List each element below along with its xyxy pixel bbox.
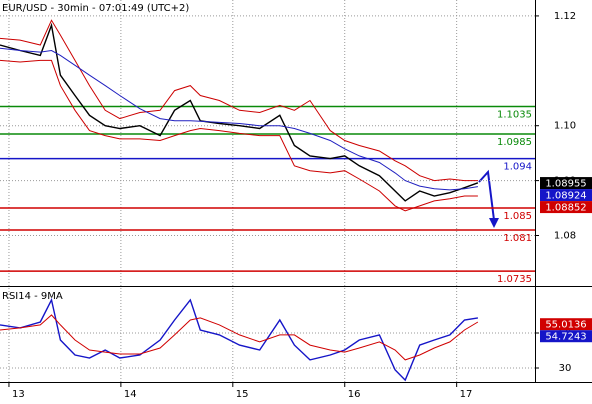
price-label-box bbox=[540, 201, 592, 214]
series-line bbox=[0, 314, 479, 361]
x-tick-label: 14 bbox=[124, 389, 137, 400]
price-label: 54.7243 bbox=[545, 332, 586, 343]
y-tick-label: 1.10 bbox=[554, 121, 576, 132]
price-label: 1.08852 bbox=[545, 203, 586, 214]
price-label: 1.08924 bbox=[545, 191, 586, 202]
level-label: 1.081 bbox=[503, 233, 532, 244]
price-label: 1.08955 bbox=[545, 179, 586, 190]
chart-title: RSI14 - 9MA bbox=[2, 291, 63, 302]
x-tick-label: 17 bbox=[460, 389, 473, 400]
price-label-box bbox=[540, 330, 592, 343]
series-line bbox=[0, 59, 478, 212]
series-line bbox=[0, 297, 479, 382]
level-label: 1.094 bbox=[503, 162, 532, 173]
chart-title: EUR/USD - 30min - 07:01:49 (UTC+2) bbox=[2, 3, 189, 14]
y-tick-label: 30 bbox=[559, 363, 572, 374]
forecast-arrow-head bbox=[489, 218, 499, 228]
series-line bbox=[0, 19, 478, 182]
price-label-box bbox=[540, 177, 592, 190]
series-line bbox=[0, 47, 478, 191]
series-line bbox=[0, 22, 479, 202]
level-label: 1.0735 bbox=[497, 274, 532, 285]
x-tick-label: 15 bbox=[236, 389, 249, 400]
level-label: 1.1035 bbox=[497, 109, 532, 120]
y-tick-label: 1.08 bbox=[554, 230, 576, 241]
x-tick-label: 16 bbox=[348, 389, 361, 400]
price-label-box bbox=[540, 189, 592, 202]
level-label: 1.0985 bbox=[497, 137, 532, 148]
forecast-arrow bbox=[478, 169, 495, 221]
price-label-box bbox=[540, 318, 592, 331]
x-tick-label: 13 bbox=[12, 389, 25, 400]
price-label: 55.0136 bbox=[545, 320, 586, 331]
y-tick-label: 1.12 bbox=[554, 11, 576, 22]
level-label: 1.085 bbox=[503, 211, 532, 222]
